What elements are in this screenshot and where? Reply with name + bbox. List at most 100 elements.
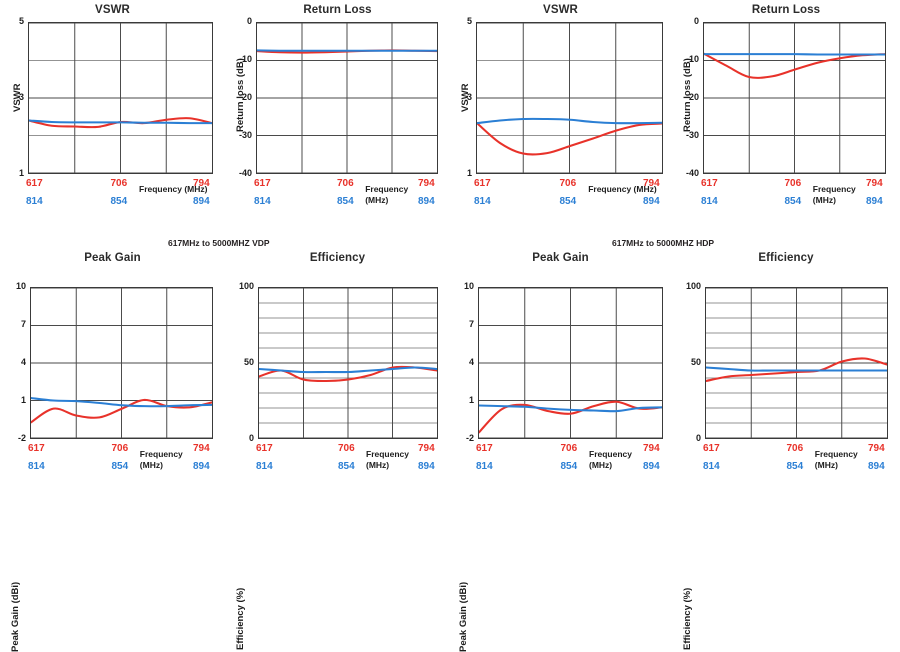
chart-title: VSWR — [448, 4, 673, 16]
x-tick-label-low-band: 617 — [703, 443, 720, 454]
chart-title: Return Loss — [672, 4, 900, 16]
plot-area — [476, 22, 663, 174]
y-tick-label: 0 — [671, 433, 701, 443]
y-tick-label: 4 — [444, 357, 474, 367]
y-tick-label: 50 — [224, 357, 254, 367]
y-tick-label: 10 — [444, 281, 474, 291]
x-tick-label-low-band: 706 — [338, 443, 355, 454]
y-axis-label: Peak Gain (dBi) — [458, 582, 469, 652]
x-tick-label-high-band: 814 — [254, 196, 271, 207]
y-tick-label: 7 — [444, 319, 474, 329]
y-tick-label: -30 — [669, 130, 699, 140]
y-tick-label: 100 — [671, 281, 701, 291]
chart-title: Peak Gain — [0, 252, 225, 264]
y-tick-label: 1 — [0, 395, 26, 405]
plot-area — [705, 287, 888, 439]
y-tick-label: -10 — [669, 54, 699, 64]
x-tick-label-high-band: 854 — [337, 196, 354, 207]
x-axis-title: Frequency (MHz) — [589, 449, 659, 471]
x-tick-label-low-band: 706 — [560, 178, 577, 189]
y-tick-label: 1 — [442, 168, 472, 178]
plot-area — [28, 22, 213, 174]
y-tick-label: 0 — [669, 16, 699, 26]
y-tick-label: 3 — [0, 92, 24, 102]
chart-title: VSWR — [0, 4, 225, 16]
plot-svg — [479, 288, 662, 438]
chart-title: Efficiency — [672, 252, 900, 264]
x-tick-label-low-band: 617 — [254, 178, 271, 189]
y-axis-label: Efficiency (%) — [235, 588, 246, 650]
chart-title: Efficiency — [225, 252, 450, 264]
x-axis-title: Frequency (MHz) — [140, 449, 210, 471]
y-tick-label: -40 — [222, 168, 252, 178]
x-tick-label-high-band: 854 — [785, 196, 802, 207]
x-tick-label-high-band: 814 — [701, 196, 718, 207]
x-axis-title: Frequency (MHz) — [139, 184, 209, 195]
x-tick-label-high-band: 854 — [112, 461, 129, 472]
x-tick-label-high-band: 894 — [643, 196, 660, 207]
plot-area — [30, 287, 213, 439]
y-tick-label: -2 — [444, 433, 474, 443]
x-tick-label-low-band: 617 — [28, 443, 45, 454]
x-tick-label-low-band: 706 — [112, 443, 129, 454]
x-tick-label-low-band: 706 — [111, 178, 128, 189]
x-tick-label-high-band: 814 — [476, 461, 493, 472]
x-tick-label-low-band: 706 — [785, 178, 802, 189]
y-axis-label: Peak Gain (dBi) — [10, 582, 21, 652]
x-tick-label-high-band: 854 — [787, 461, 804, 472]
x-tick-label-low-band: 706 — [561, 443, 578, 454]
y-tick-label: -30 — [222, 130, 252, 140]
y-tick-label: -2 — [0, 433, 26, 443]
x-tick-label-low-band: 617 — [701, 178, 718, 189]
x-tick-label-high-band: 814 — [474, 196, 491, 207]
y-tick-label: 4 — [0, 357, 26, 367]
x-axis-title: Frequency (MHz) — [366, 449, 436, 471]
antenna-performance-figure: { "figure": { "band_labels": [ {"text": … — [0, 0, 900, 500]
y-tick-label: 0 — [224, 433, 254, 443]
x-tick-label-low-band: 617 — [476, 443, 493, 454]
plot-area — [258, 287, 438, 439]
x-tick-label-high-band: 854 — [338, 461, 355, 472]
y-tick-label: -40 — [669, 168, 699, 178]
x-tick-label-low-band: 617 — [474, 178, 491, 189]
x-tick-label-low-band: 706 — [337, 178, 354, 189]
x-tick-label-high-band: 854 — [111, 196, 128, 207]
plot-area — [478, 287, 663, 439]
y-axis-label: Efficiency (%) — [682, 588, 693, 650]
y-tick-label: 50 — [671, 357, 701, 367]
x-axis-title: Frequency (MHz) — [813, 184, 883, 206]
y-tick-label: 5 — [0, 16, 24, 26]
x-tick-label-low-band: 617 — [26, 178, 43, 189]
plot-svg — [706, 288, 887, 438]
chart-panel-return-loss-vdp: Return Loss Return loss (dB) -40-30-20-1… — [225, 4, 450, 219]
y-tick-label: -10 — [222, 54, 252, 64]
y-tick-label: 10 — [0, 281, 26, 291]
y-tick-label: 1 — [0, 168, 24, 178]
y-tick-label: 0 — [222, 16, 252, 26]
plot-svg — [257, 23, 437, 173]
y-tick-label: 1 — [444, 395, 474, 405]
x-axis-title: Frequency (MHz) — [588, 184, 658, 195]
chart-title: Peak Gain — [448, 252, 673, 264]
x-tick-label-high-band: 814 — [703, 461, 720, 472]
plot-area — [703, 22, 886, 174]
y-tick-label: 100 — [224, 281, 254, 291]
y-tick-label: 7 — [0, 319, 26, 329]
x-tick-label-high-band: 814 — [26, 196, 43, 207]
plot-svg — [704, 23, 885, 173]
x-tick-label-high-band: 814 — [256, 461, 273, 472]
x-axis-title: Frequency (MHz) — [815, 449, 885, 471]
x-tick-label-high-band: 894 — [193, 196, 210, 207]
plot-svg — [31, 288, 212, 438]
plot-svg — [259, 288, 437, 438]
y-tick-label: -20 — [222, 92, 252, 102]
band-label-vdp: 617MHz to 5000MHZ VDP — [168, 238, 270, 248]
y-tick-label: -20 — [669, 92, 699, 102]
band-label-hdp: 617MHz to 5000MHZ HDP — [612, 238, 714, 248]
plot-svg — [477, 23, 662, 173]
